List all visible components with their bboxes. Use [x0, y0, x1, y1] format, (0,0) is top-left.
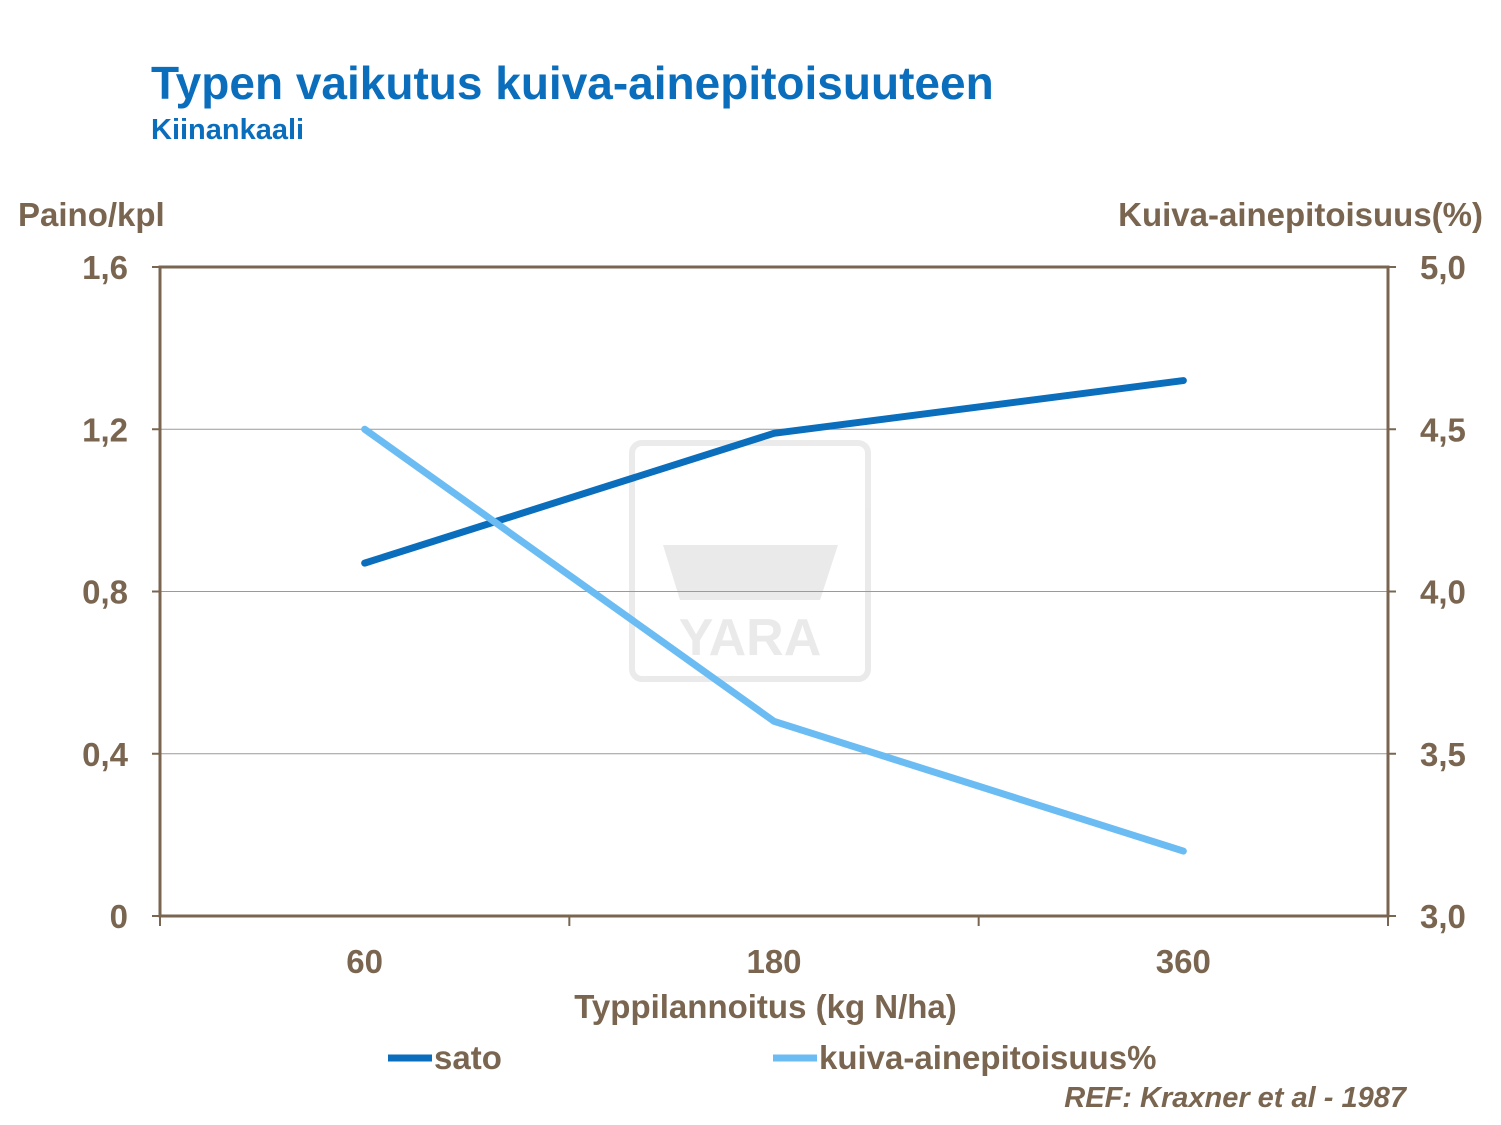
legend-label: kuiva-ainepitoisuus%	[819, 1039, 1156, 1076]
y2-tick-label: 4,5	[1420, 411, 1466, 448]
y2-tick-label: 3,5	[1420, 736, 1466, 773]
y-tick-label: 1,6	[82, 249, 128, 286]
legend-label: sato	[434, 1039, 502, 1076]
x-tick-label: 60	[346, 943, 383, 980]
y-tick-label: 0,8	[82, 574, 128, 611]
y-tick-label: 0	[110, 898, 128, 935]
x-tick-label: 180	[746, 943, 801, 980]
y-tick-label: 1,2	[82, 411, 128, 448]
y-tick-label: 0,4	[82, 736, 129, 773]
svg-text:YARA: YARA	[679, 609, 822, 667]
series-line-1	[361, 377, 1187, 567]
y2-tick-label: 5,0	[1420, 249, 1466, 286]
chart-title: Typen vaikutus kuiva-ainepitoisuuteen	[151, 57, 994, 109]
y2-tick-label: 4,0	[1420, 574, 1466, 611]
reference-note: REF: Kraxner et al - 1987	[1064, 1082, 1406, 1114]
plot-frame	[158, 265, 1390, 918]
x-tick-label: 360	[1156, 943, 1211, 980]
yara-watermark-logo: YARA	[629, 440, 871, 682]
y2-axis-label: Kuiva-ainepitoisuus(%)	[1118, 196, 1483, 233]
y-axis-label: Paino/kpl	[18, 196, 165, 233]
x-axis-label: Typpilannoitus (kg N/ha)	[574, 988, 957, 1025]
chart-subtitle: Kiinankaali	[151, 114, 305, 146]
y2-tick-label: 3,0	[1420, 898, 1466, 935]
